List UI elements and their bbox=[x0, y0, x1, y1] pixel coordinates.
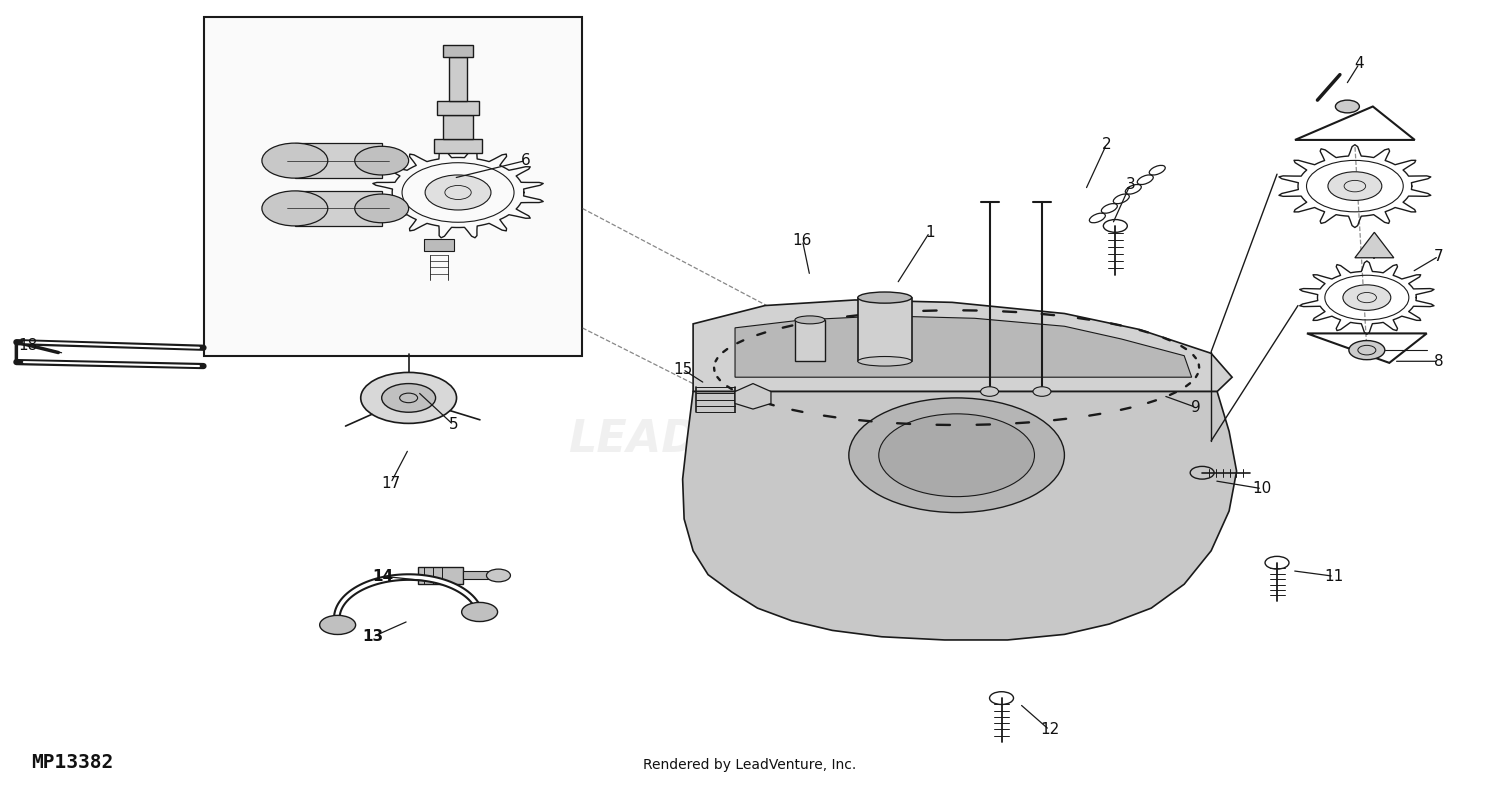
Text: 15: 15 bbox=[674, 362, 692, 377]
Circle shape bbox=[486, 569, 510, 582]
Text: 11: 11 bbox=[1324, 569, 1344, 584]
Circle shape bbox=[424, 175, 490, 210]
Text: LEADVENTURE: LEADVENTURE bbox=[568, 418, 932, 461]
Circle shape bbox=[1328, 172, 1382, 201]
Text: 1: 1 bbox=[926, 225, 934, 240]
Circle shape bbox=[1342, 285, 1390, 310]
Circle shape bbox=[1034, 387, 1052, 396]
Circle shape bbox=[354, 194, 408, 223]
Text: 10: 10 bbox=[1252, 481, 1272, 496]
Text: 4: 4 bbox=[1354, 56, 1364, 71]
Polygon shape bbox=[735, 316, 1191, 377]
Bar bbox=[442, 46, 472, 57]
Circle shape bbox=[262, 191, 328, 226]
Text: 17: 17 bbox=[381, 475, 400, 491]
Polygon shape bbox=[735, 384, 771, 409]
Circle shape bbox=[320, 615, 356, 634]
Polygon shape bbox=[1354, 233, 1394, 258]
Text: 12: 12 bbox=[1040, 722, 1059, 737]
Text: 16: 16 bbox=[792, 233, 812, 248]
Text: 18: 18 bbox=[18, 338, 38, 353]
Bar bbox=[204, 18, 582, 356]
Circle shape bbox=[462, 602, 498, 622]
Text: Rendered by LeadVenture, Inc.: Rendered by LeadVenture, Inc. bbox=[644, 758, 856, 772]
Bar bbox=[858, 297, 912, 361]
Circle shape bbox=[262, 143, 328, 178]
Text: 6: 6 bbox=[520, 153, 531, 168]
Bar bbox=[462, 571, 495, 579]
Text: 14: 14 bbox=[372, 569, 393, 584]
Circle shape bbox=[879, 414, 1035, 497]
Text: 2: 2 bbox=[1101, 137, 1112, 152]
Ellipse shape bbox=[858, 292, 912, 303]
Text: 7: 7 bbox=[1434, 248, 1443, 264]
Bar bbox=[423, 239, 453, 252]
Bar bbox=[436, 101, 478, 115]
Ellipse shape bbox=[858, 356, 912, 366]
Text: 5: 5 bbox=[448, 418, 459, 432]
Circle shape bbox=[381, 384, 435, 412]
Circle shape bbox=[360, 372, 456, 423]
Circle shape bbox=[981, 387, 999, 396]
Text: MP13382: MP13382 bbox=[32, 753, 114, 772]
Bar bbox=[795, 320, 825, 361]
Text: 9: 9 bbox=[1191, 400, 1202, 415]
Circle shape bbox=[1348, 340, 1384, 360]
Polygon shape bbox=[682, 392, 1236, 640]
Bar bbox=[296, 143, 381, 178]
Bar bbox=[448, 57, 466, 101]
Bar bbox=[296, 191, 381, 226]
Circle shape bbox=[1335, 100, 1359, 113]
Text: 3: 3 bbox=[1125, 177, 1136, 192]
Polygon shape bbox=[693, 300, 1232, 392]
Text: 8: 8 bbox=[1434, 354, 1443, 369]
Text: 13: 13 bbox=[362, 630, 384, 644]
Bar bbox=[433, 139, 482, 153]
Circle shape bbox=[849, 398, 1065, 513]
Bar bbox=[442, 115, 472, 139]
Circle shape bbox=[354, 146, 408, 175]
Bar bbox=[417, 566, 462, 584]
Ellipse shape bbox=[795, 316, 825, 324]
